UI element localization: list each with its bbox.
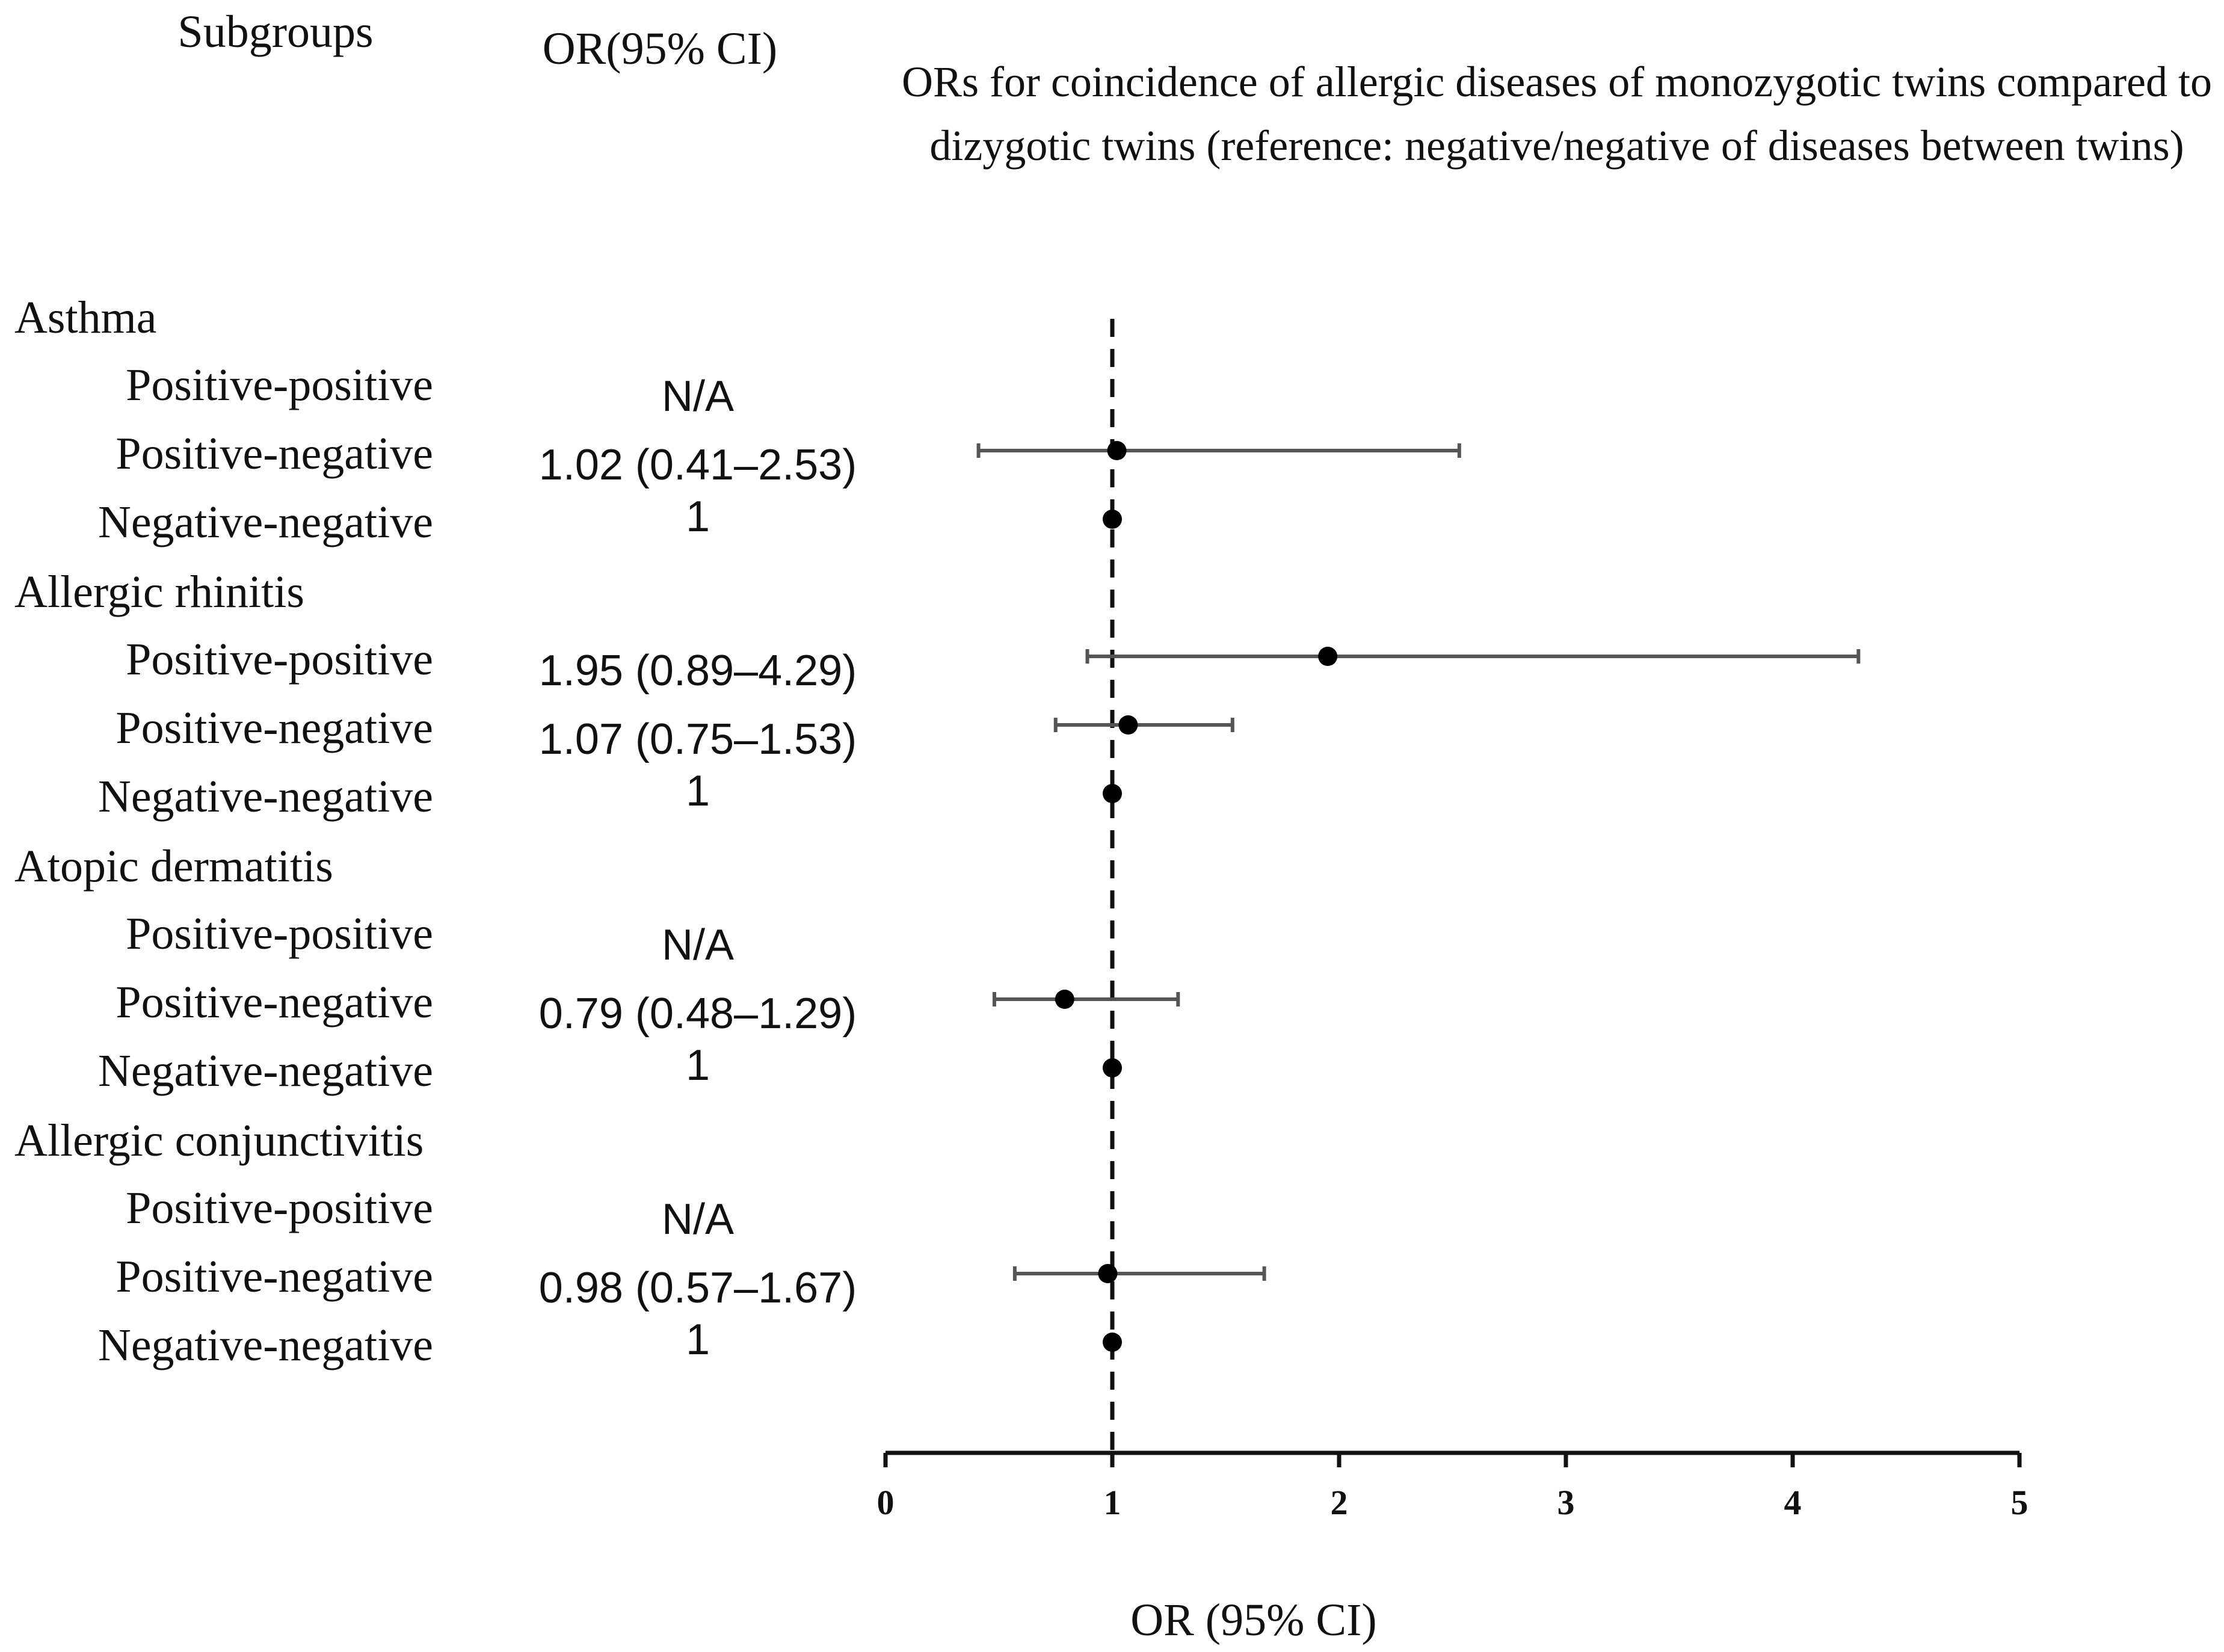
row-label: Negative-negative <box>98 1320 433 1370</box>
group-label: Allergic conjunctivitis <box>14 1115 424 1166</box>
row-labels: Asthma Positive-positive Positive-negative… <box>14 292 433 1370</box>
or-point <box>1318 647 1338 666</box>
or-point <box>1098 1264 1118 1283</box>
x-axis-ticks: 0 1 2 3 4 5 <box>877 1453 2028 1522</box>
or-point <box>1118 715 1138 735</box>
row-label: Positive-positive <box>126 1183 433 1233</box>
x-tick-label: 3 <box>1557 1483 1575 1522</box>
row-label: Negative-negative <box>98 1046 433 1096</box>
or-value-text: 0.79 (0.48–1.29) <box>539 990 857 1038</box>
or-value-text: 1 <box>686 1041 710 1090</box>
row-label: Negative-negative <box>98 771 433 822</box>
or-markers <box>976 441 1861 1352</box>
row-label: Positive-negative <box>116 977 433 1028</box>
chart-title-line1: ORs for coincidence of allergic diseases… <box>902 58 2212 106</box>
or-point <box>1103 1058 1122 1077</box>
or-text-column: N/A1.02 (0.41–2.53)11.95 (0.89–4.29)1.07… <box>539 372 857 1364</box>
or-point <box>1055 990 1074 1009</box>
x-tick-label: 2 <box>1331 1483 1348 1522</box>
row-label: Negative-negative <box>98 497 433 547</box>
row-label: Positive-positive <box>126 908 433 959</box>
or-column-header: OR(95% CI) <box>543 23 778 74</box>
x-tick-label: 4 <box>1784 1483 1802 1522</box>
or-value-text: 1 <box>686 493 710 541</box>
or-point <box>1103 510 1122 529</box>
or-value-text: 1 <box>686 767 710 815</box>
row-label: Positive-negative <box>116 703 433 753</box>
row-label: Positive-positive <box>126 360 433 410</box>
or-point <box>1103 1333 1122 1352</box>
or-value-text: 1.07 (0.75–1.53) <box>539 715 857 763</box>
or-value-text: 1.95 (0.89–4.29) <box>539 647 857 695</box>
x-tick-label: 0 <box>877 1483 895 1522</box>
group-label: Allergic rhinitis <box>14 567 304 617</box>
chart-title-line2: dizygotic twins (reference: negative/neg… <box>929 122 2184 170</box>
x-tick-label: 1 <box>1104 1483 1121 1522</box>
x-tick-label: 5 <box>2011 1483 2028 1522</box>
row-label: Positive-negative <box>116 428 433 479</box>
or-value-text: 0.98 (0.57–1.67) <box>539 1264 857 1312</box>
or-value-text: 1 <box>686 1316 710 1364</box>
group-label: Asthma <box>14 292 156 343</box>
group-label: Atopic dermatitis <box>14 841 333 892</box>
or-point <box>1107 441 1127 460</box>
or-value-text: N/A <box>662 921 734 969</box>
x-axis-label: OR (95% CI) <box>1130 1595 1377 1645</box>
row-label: Positive-positive <box>126 634 433 685</box>
row-label: Positive-negative <box>116 1251 433 1302</box>
or-point <box>1103 784 1122 803</box>
subgroups-header: Subgroups <box>177 7 373 57</box>
or-value-text: N/A <box>662 372 734 421</box>
or-value-text: 1.02 (0.41–2.53) <box>539 441 857 489</box>
or-value-text: N/A <box>662 1195 734 1244</box>
